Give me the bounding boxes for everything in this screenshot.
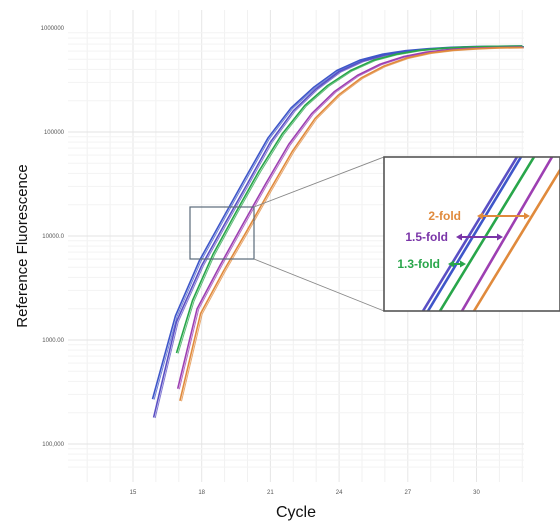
series-line-replicate [181, 47, 524, 402]
y-tick-label: 1000000 [41, 26, 65, 32]
series-lines [151, 45, 524, 419]
zoom-indicator [189, 156, 385, 312]
x-tick-label: 15 [130, 490, 137, 496]
x-axis-label: Cycle [276, 504, 316, 521]
zoom-connector [253, 156, 385, 208]
x-tick-label: 21 [267, 490, 274, 496]
zoom-box [189, 206, 255, 260]
x-tick-label: 27 [404, 490, 411, 496]
inset-border [383, 156, 560, 312]
inset-series-line [460, 157, 554, 311]
inset-series-line [426, 157, 523, 311]
y-tick-label: 100000 [44, 130, 65, 136]
y-tick-label: 1000.00 [42, 338, 64, 344]
inset-background [384, 157, 560, 311]
fold-arrowhead [448, 260, 454, 268]
zoom-inset: 2-fold 1.5-fold 1.3-fold [383, 156, 560, 312]
series-line [175, 45, 523, 354]
inset-series-line [421, 157, 519, 311]
fold-arrowhead [477, 212, 483, 220]
inset-series-line [438, 157, 536, 311]
fold-label: 2-fold [428, 209, 461, 223]
y-tick-label: 100,000 [42, 442, 64, 448]
y-tick-labels: 100,000 1000.00 10000.0 100000 1000000 [41, 26, 65, 448]
y-axis-label: Reference Fluorescence [14, 164, 31, 327]
fold-label: 1.5-fold [405, 230, 448, 244]
y-tick-label: 10000.0 [42, 234, 64, 240]
x-tick-labels: 15 18 21 24 27 30 [130, 490, 481, 496]
fold-arrowhead [524, 212, 530, 220]
series-line [179, 46, 523, 401]
inset-series-line [472, 167, 560, 311]
x-tick-label: 18 [198, 490, 205, 496]
x-tick-label: 30 [473, 490, 480, 496]
fold-label: 1.3-fold [397, 257, 440, 271]
inset-lines [421, 157, 560, 311]
series-line-replicate [177, 46, 524, 354]
fold-arrowhead [460, 260, 466, 268]
x-tick-label: 24 [336, 490, 343, 496]
fold-arrowhead [456, 233, 462, 241]
fold-arrowhead [497, 233, 503, 241]
zoom-connector [253, 258, 385, 312]
